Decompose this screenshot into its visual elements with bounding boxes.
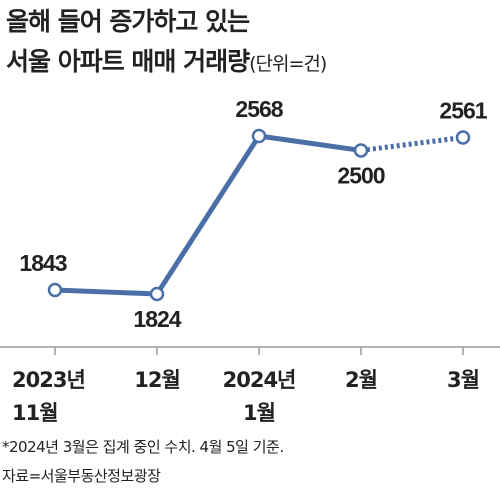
title-line: 올해 들어 증가하고 있는 [6,7,250,36]
point [455,130,471,145]
value-label: 2500 [337,163,384,189]
x-tick-label: 12월 [134,368,181,392]
x-tick-label: 2024년 1월 [222,368,297,425]
x-tick-label: 2023년 11월 [12,368,86,425]
line [360,135,464,153]
x-tick-label: 3월 [447,368,480,392]
point [149,286,165,302]
unit: (단위=건) [249,53,327,75]
title-text: 서울 아파트 매매 거래량 [6,47,250,76]
value-label: 1824 [133,306,181,332]
note: *2024년 3월은 집계 중인 수치. 4월 5일 기준. [2,438,284,456]
point [47,282,63,298]
value-label: 2561 [439,98,487,124]
title-line: 서울 아파트 매매 거래량(단위=건) [6,42,327,78]
value-label: 2568 [235,96,283,122]
line [54,133,362,297]
source: 자료=서울부동산정보광장 [2,467,161,485]
point [251,128,267,144]
point [353,143,369,158]
value-label: 1843 [19,250,66,276]
x-tick-label: 2월 [345,368,378,392]
